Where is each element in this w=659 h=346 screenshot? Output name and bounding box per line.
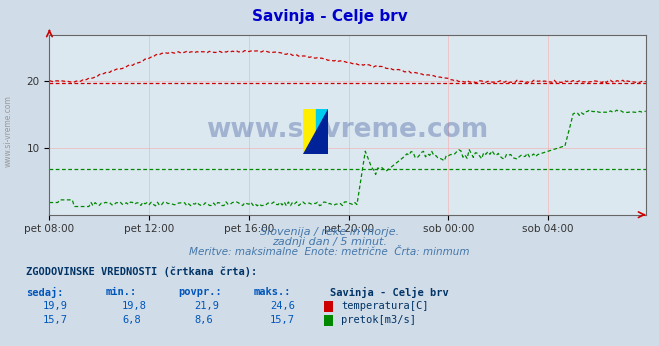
Text: pretok[m3/s]: pretok[m3/s] [341,315,416,325]
Text: zadnji dan / 5 minut.: zadnji dan / 5 minut. [272,237,387,247]
Text: 21,9: 21,9 [194,301,219,311]
Text: 19,9: 19,9 [43,301,68,311]
Text: www.si-vreme.com: www.si-vreme.com [206,117,489,143]
Text: Savinja - Celje brv: Savinja - Celje brv [330,287,448,298]
Text: 15,7: 15,7 [43,315,68,325]
Text: 6,8: 6,8 [122,315,140,325]
Text: Meritve: maksimalne  Enote: metrične  Črta: minmum: Meritve: maksimalne Enote: metrične Črta… [189,247,470,257]
Text: 24,6: 24,6 [270,301,295,311]
Text: Slovenija / reke in morje.: Slovenija / reke in morje. [260,227,399,237]
Text: povpr.:: povpr.: [178,287,221,297]
Bar [303,109,316,154]
Text: 8,6: 8,6 [194,315,213,325]
Text: temperatura[C]: temperatura[C] [341,301,429,311]
Bar [316,109,328,154]
Text: www.si-vreme.com: www.si-vreme.com [3,95,13,167]
Text: Savinja - Celje brv: Savinja - Celje brv [252,9,407,24]
Text: min.:: min.: [105,287,136,297]
Text: sedaj:: sedaj: [26,287,64,298]
Text: maks.:: maks.: [254,287,291,297]
Text: 19,8: 19,8 [122,301,147,311]
Text: 15,7: 15,7 [270,315,295,325]
Text: ZGODOVINSKE VREDNOSTI (črtkana črta):: ZGODOVINSKE VREDNOSTI (črtkana črta): [26,266,258,277]
Polygon shape [303,109,328,154]
